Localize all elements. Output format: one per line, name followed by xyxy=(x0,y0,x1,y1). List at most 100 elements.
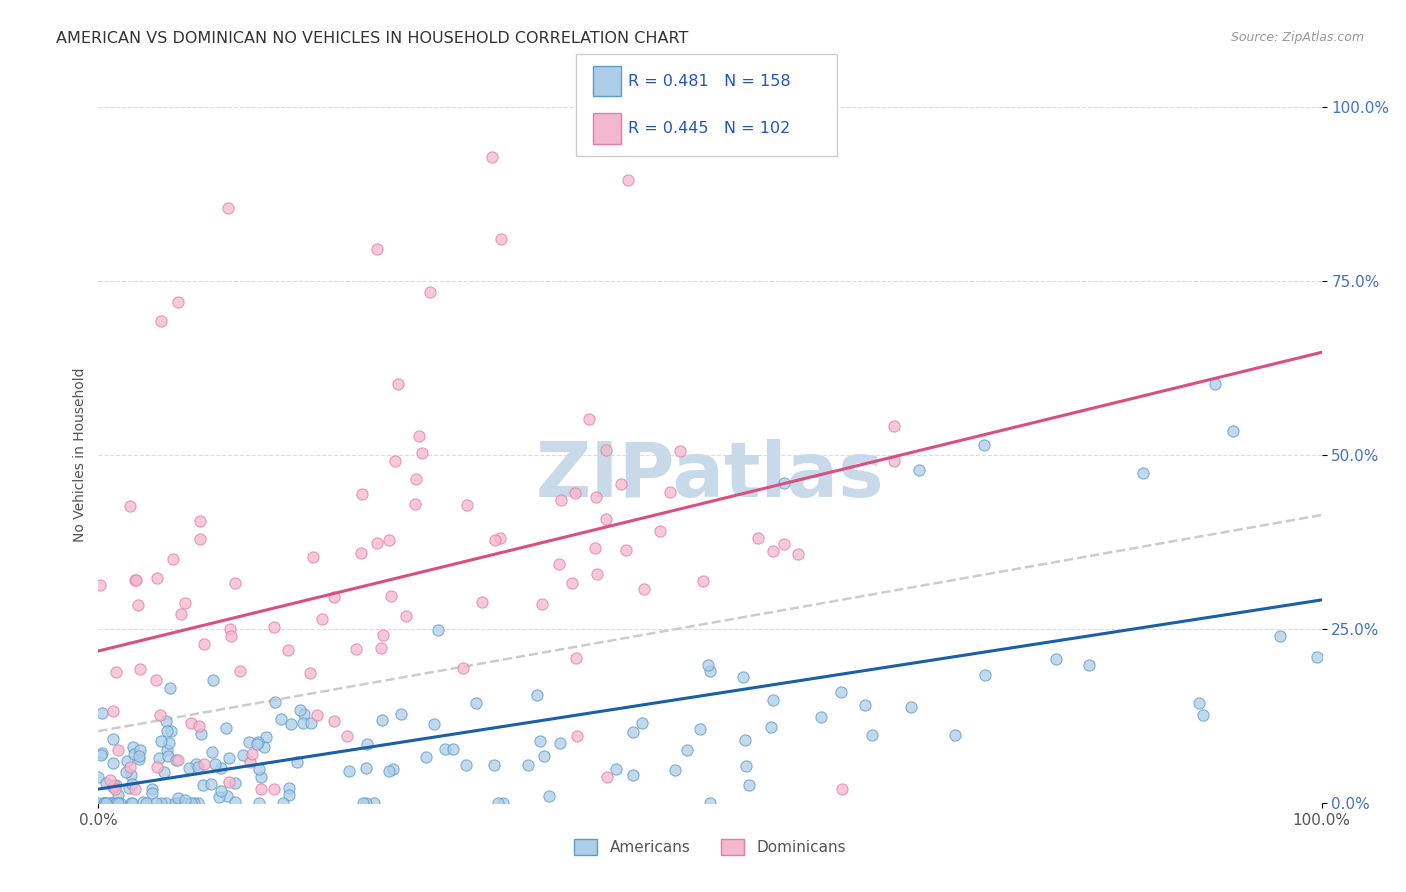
Point xyxy=(305,708,328,723)
Point xyxy=(650,524,672,539)
Point xyxy=(218,751,240,765)
Point xyxy=(595,442,617,457)
Point xyxy=(250,781,273,796)
Point xyxy=(1270,629,1292,643)
Point xyxy=(422,717,444,731)
Point xyxy=(471,595,494,609)
Point xyxy=(167,791,190,805)
Point xyxy=(516,758,538,772)
Point xyxy=(91,746,114,760)
Point xyxy=(249,796,271,810)
Point xyxy=(773,537,796,551)
Point xyxy=(103,780,125,794)
Point xyxy=(121,777,143,791)
Point xyxy=(278,788,301,802)
Point xyxy=(526,688,548,702)
Point xyxy=(166,294,188,309)
Point xyxy=(117,781,139,796)
Point xyxy=(135,796,157,810)
Point xyxy=(183,796,205,810)
Point xyxy=(596,770,619,784)
Point xyxy=(173,596,195,610)
Point xyxy=(155,796,177,810)
Point xyxy=(120,796,142,810)
Point xyxy=(356,737,378,751)
Point xyxy=(270,712,292,726)
Point xyxy=(337,764,360,779)
Point xyxy=(689,722,711,736)
Point xyxy=(565,730,588,744)
Point xyxy=(350,546,373,560)
Point xyxy=(107,796,129,810)
Point xyxy=(104,778,127,792)
Point xyxy=(1306,649,1329,664)
Point xyxy=(188,515,211,529)
Text: ZIPatlas: ZIPatlas xyxy=(536,439,884,513)
Point xyxy=(363,796,385,810)
Point xyxy=(277,642,299,657)
Point xyxy=(336,729,359,743)
Point xyxy=(107,789,129,803)
Point xyxy=(204,757,226,772)
Point xyxy=(389,707,412,722)
Text: R = 0.445   N = 102: R = 0.445 N = 102 xyxy=(628,121,790,136)
Point xyxy=(664,764,686,778)
Point xyxy=(529,734,551,748)
Point xyxy=(215,789,238,803)
Point xyxy=(145,673,167,688)
Point xyxy=(247,735,270,749)
Point xyxy=(323,714,346,729)
Point xyxy=(239,755,262,769)
Point xyxy=(263,781,285,796)
Point xyxy=(94,796,117,810)
Point xyxy=(285,755,308,769)
Point xyxy=(621,768,644,782)
Point xyxy=(489,531,512,545)
Point xyxy=(395,608,418,623)
Point xyxy=(100,796,122,810)
Point xyxy=(120,768,142,782)
Point xyxy=(830,685,852,699)
Point xyxy=(900,699,922,714)
Point xyxy=(129,743,152,757)
Point xyxy=(128,752,150,766)
Point xyxy=(366,535,388,549)
Point xyxy=(538,789,561,804)
Point xyxy=(810,709,832,723)
Point xyxy=(550,493,572,508)
Point xyxy=(1204,377,1226,392)
Point xyxy=(193,757,215,772)
Point xyxy=(132,795,155,809)
Point xyxy=(441,742,464,756)
Point xyxy=(124,574,146,588)
Point xyxy=(146,571,169,585)
Text: R = 0.481   N = 158: R = 0.481 N = 158 xyxy=(628,74,792,88)
Point xyxy=(141,782,163,797)
Point xyxy=(288,703,311,717)
Point xyxy=(250,770,273,784)
Point xyxy=(378,533,401,547)
Point xyxy=(150,734,173,748)
Text: Source: ZipAtlas.com: Source: ZipAtlas.com xyxy=(1230,31,1364,45)
Legend: Americans, Dominicans: Americans, Dominicans xyxy=(568,833,852,862)
Point xyxy=(352,796,374,810)
Point xyxy=(943,728,966,742)
Point xyxy=(101,796,124,810)
Point xyxy=(482,757,505,772)
Point xyxy=(240,747,263,761)
Point xyxy=(465,696,488,710)
Point xyxy=(586,566,609,581)
Point xyxy=(659,485,682,500)
Point xyxy=(156,748,179,763)
Point xyxy=(128,662,150,676)
Point xyxy=(761,544,783,558)
Point xyxy=(162,552,184,566)
Point xyxy=(103,778,125,792)
Point xyxy=(451,660,474,674)
Point xyxy=(93,796,115,810)
Point xyxy=(411,446,433,460)
Point xyxy=(93,796,115,810)
Point xyxy=(583,541,606,556)
Point xyxy=(668,444,690,458)
Point xyxy=(370,640,392,655)
